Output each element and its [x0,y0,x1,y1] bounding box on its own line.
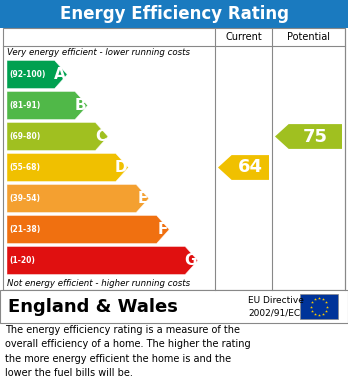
Polygon shape [7,154,128,181]
Text: (69-80): (69-80) [9,132,40,141]
Text: D: D [114,160,127,175]
Text: (92-100): (92-100) [9,70,45,79]
Text: England & Wales: England & Wales [8,298,178,316]
Text: The energy efficiency rating is a measure of the
overall efficiency of a home. T: The energy efficiency rating is a measur… [5,325,251,378]
Text: E: E [137,191,148,206]
Text: (39-54): (39-54) [9,194,40,203]
Polygon shape [218,155,269,180]
Text: A: A [54,67,66,82]
Text: Energy Efficiency Rating: Energy Efficiency Rating [60,5,288,23]
Text: Potential: Potential [287,32,330,42]
Text: F: F [158,222,168,237]
Polygon shape [275,124,342,149]
Bar [3,28,345,290]
Polygon shape [7,91,88,120]
Text: G: G [184,253,197,268]
Polygon shape [7,185,149,212]
Text: C: C [96,129,107,144]
Bar [0,0,348,28]
Polygon shape [7,122,108,151]
Text: (1-20): (1-20) [9,256,35,265]
Text: 75: 75 [303,127,328,145]
Text: (21-38): (21-38) [9,225,40,234]
Text: Very energy efficient - lower running costs: Very energy efficient - lower running co… [7,48,190,57]
Polygon shape [7,215,169,244]
Text: EU Directive
2002/91/EC: EU Directive 2002/91/EC [248,296,304,317]
Text: Current: Current [225,32,262,42]
Text: Not energy efficient - higher running costs: Not energy efficient - higher running co… [7,279,190,288]
Bar [300,294,338,319]
Polygon shape [7,246,198,274]
Text: (81-91): (81-91) [9,101,40,110]
Bar [0,290,348,323]
Polygon shape [7,61,67,88]
Text: (55-68): (55-68) [9,163,40,172]
Text: B: B [75,98,86,113]
Text: 64: 64 [238,158,263,176]
